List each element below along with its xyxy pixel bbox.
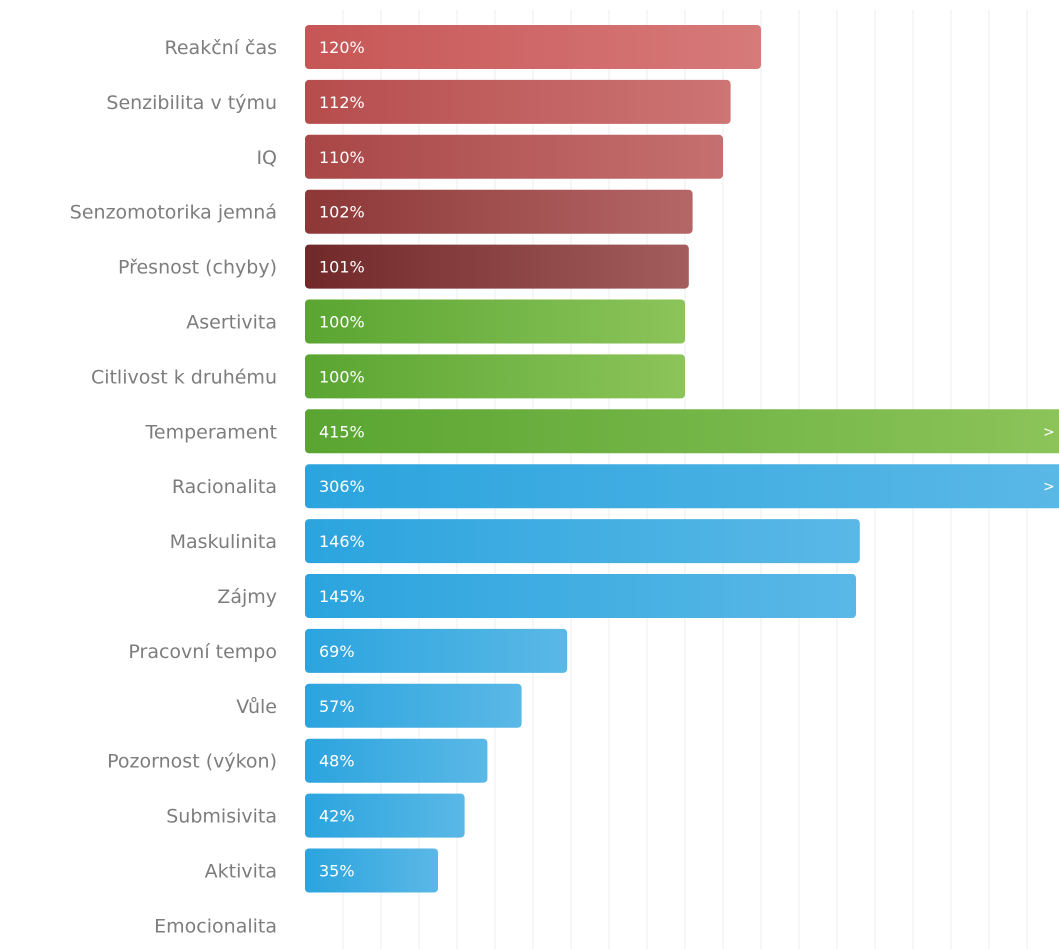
bar xyxy=(305,519,860,564)
category-label: Vůle xyxy=(236,696,277,718)
bar-value-label: 112% xyxy=(319,93,365,112)
bar xyxy=(305,79,731,124)
bar-value-label: 48% xyxy=(319,752,355,771)
bar-value-label: 42% xyxy=(319,807,355,826)
category-label: Pracovní tempo xyxy=(128,641,277,663)
category-label: IQ xyxy=(256,147,277,169)
bar xyxy=(305,244,689,289)
bars: 120% 112% 110% 102% 101% 100% 100% 415% >306% >14… xyxy=(305,25,1059,893)
category-label: Přesnost (chyby) xyxy=(118,257,277,279)
category-label: Senzomotorika jemná xyxy=(70,202,277,224)
category-label: Zájmy xyxy=(217,586,277,608)
bar-value-label: 145% xyxy=(319,587,365,606)
bar-value-label: 102% xyxy=(319,203,365,222)
bar xyxy=(305,683,522,728)
category-label: Submisivita xyxy=(166,806,277,828)
category-labels: Reakční čas Senzibilita v týmu IQ Senzomoto… xyxy=(70,37,277,937)
category-label: Senzibilita v týmu xyxy=(106,92,277,114)
overflow-marker: > xyxy=(1043,424,1055,440)
category-label: Aktivita xyxy=(205,861,277,883)
bar xyxy=(305,628,568,673)
bar xyxy=(305,848,438,893)
category-label: Racionalita xyxy=(172,476,277,498)
bar-value-label: 110% xyxy=(319,148,365,167)
bar-value-label: 69% xyxy=(319,642,355,661)
bar-value-label: 35% xyxy=(319,862,355,881)
bar xyxy=(305,299,685,344)
bar xyxy=(305,25,761,69)
bar-value-label: 100% xyxy=(319,367,365,386)
category-label: Pozornost (výkon) xyxy=(107,751,277,773)
bar xyxy=(305,793,465,838)
category-label: Reakční čas xyxy=(165,37,277,59)
bar xyxy=(305,464,1059,509)
category-label: Maskulinita xyxy=(170,531,277,553)
bar-value-label: 306% xyxy=(319,477,365,496)
bar xyxy=(305,354,685,399)
category-label: Emocionalita xyxy=(154,915,277,937)
bar-value-label: 415% xyxy=(319,422,365,441)
bar xyxy=(305,738,488,783)
bar-value-label: 57% xyxy=(319,697,355,716)
bar-value-label: 120% xyxy=(319,38,365,57)
bar-value-label: 101% xyxy=(319,258,365,277)
category-label: Asertivita xyxy=(186,312,277,334)
category-label: Temperament xyxy=(145,421,277,443)
overflow-marker: > xyxy=(1043,479,1055,495)
bar xyxy=(305,574,856,618)
bar xyxy=(305,409,1059,454)
bar xyxy=(305,134,723,179)
bar xyxy=(305,189,693,234)
bar-value-label: 146% xyxy=(319,532,365,551)
category-label: Citlivost k druhému xyxy=(91,366,277,388)
bar-value-label: 100% xyxy=(319,313,365,332)
